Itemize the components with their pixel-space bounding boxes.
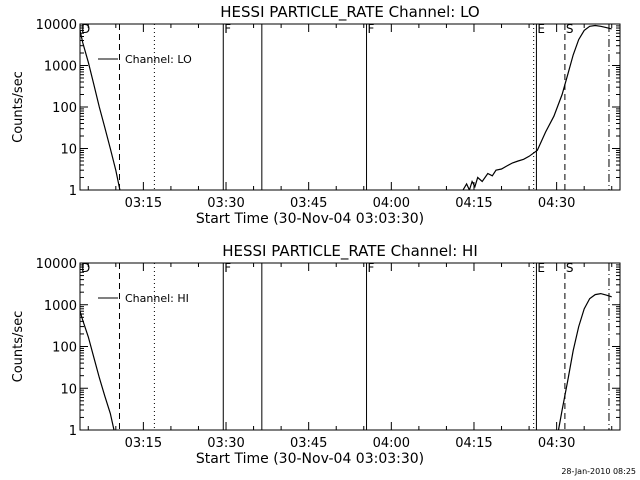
event-marker-label: E	[537, 261, 545, 275]
hi-channel-panel: HESSI PARTICLE_RATE Channel: HI 1 10 100 100…	[11, 242, 621, 467]
y-tick-label: 1000	[44, 60, 77, 75]
x-tick-label: 03:15	[125, 436, 162, 451]
x-tick-label: 03:45	[290, 196, 327, 211]
y-axis-label: Counts/sec	[11, 311, 26, 383]
chart-title: HESSI PARTICLE_RATE Channel: LO	[220, 3, 479, 22]
y-tick-label: 10	[60, 382, 77, 397]
y-tick-label: 100	[52, 341, 77, 356]
x-tick-label: 04:30	[538, 436, 575, 451]
y-tick-label: 10	[60, 143, 77, 158]
x-axis-label: Start Time (30-Nov-04 03:03:30)	[196, 211, 424, 227]
plot-frame	[79, 23, 621, 191]
x-tick-label: 04:00	[373, 196, 410, 211]
y-tick-label: 10000	[36, 257, 77, 272]
legend-label: Channel: HI	[125, 292, 189, 305]
y-tick-label: 1000	[44, 299, 77, 314]
figure-timestamp: 28-Jan-2010 08:25	[561, 467, 636, 476]
y-tick-label: 1	[69, 184, 77, 199]
event-marker-label: F	[224, 22, 231, 36]
x-tick-label: 03:30	[207, 436, 244, 451]
x-tick-label: 03:15	[125, 196, 162, 211]
event-marker-label: D	[81, 261, 90, 275]
event-marker-label: S	[566, 22, 574, 36]
series-line	[462, 24, 612, 190]
y-tick-label: 1	[69, 424, 77, 439]
x-tick-label: 03:45	[290, 436, 327, 451]
x-tick-label: 03:30	[207, 196, 244, 211]
x-tick-label: 04:30	[538, 196, 575, 211]
plot-frame	[79, 262, 621, 431]
chart-title: HESSI PARTICLE_RATE Channel: HI	[222, 242, 478, 261]
series-line	[557, 292, 612, 430]
legend-label: Channel: LO	[125, 53, 192, 66]
x-tick-label: 04:15	[455, 436, 492, 451]
event-marker-label: E	[537, 22, 545, 36]
series-line	[80, 311, 115, 430]
y-tick-label: 10000	[36, 18, 77, 33]
x-tick-label: 04:00	[373, 436, 410, 451]
event-marker-label: F	[368, 22, 375, 36]
x-tick-label: 04:15	[455, 196, 492, 211]
y-axis-label: Counts/sec	[11, 71, 26, 143]
series-line	[80, 30, 121, 190]
lo-channel-panel: HESSI PARTICLE_RATE Channel: LO 1 10 100 100…	[11, 3, 621, 227]
event-marker-label: F	[224, 261, 231, 275]
y-tick-label: 100	[52, 101, 77, 116]
x-axis-label: Start Time (30-Nov-04 03:03:30)	[196, 451, 424, 467]
event-marker-label: D	[81, 22, 90, 36]
event-marker-label: F	[368, 261, 375, 275]
event-marker-label: S	[566, 261, 574, 275]
